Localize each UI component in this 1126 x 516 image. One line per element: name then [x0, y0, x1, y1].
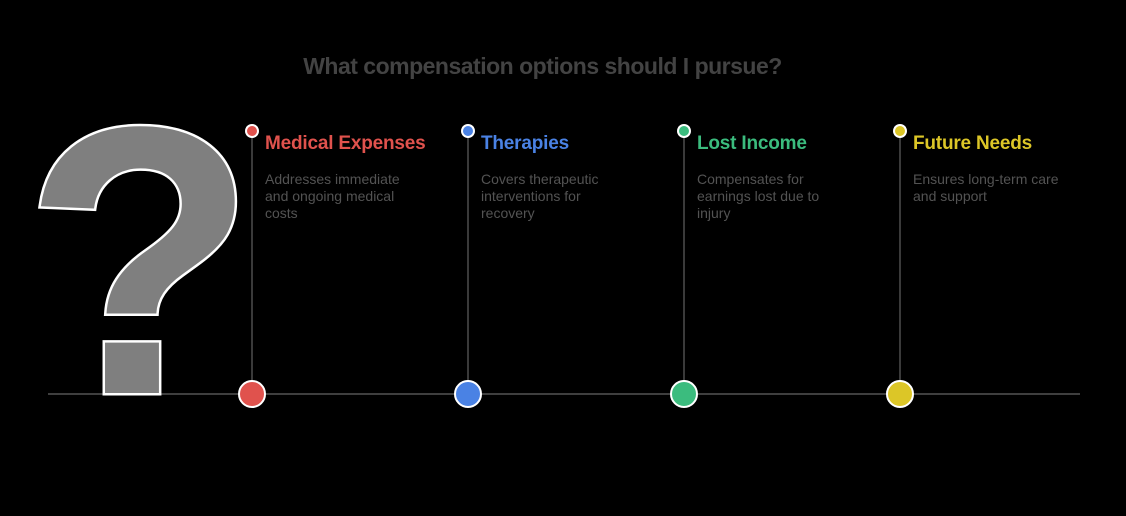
node-description: Covers therapeutic interventions for rec… [481, 171, 599, 221]
marker-dot-large [454, 380, 482, 408]
marker-dot-small [245, 124, 259, 138]
timeline-node-medical-expenses: Medical Expenses Addresses immediate and… [238, 0, 426, 516]
node-description: Compensates for earnings lost due to inj… [697, 171, 820, 221]
marker-dot-small [893, 124, 907, 138]
node-title: Future Needs [913, 133, 1033, 154]
question-mark-glyph: ? [23, 47, 256, 474]
marker-dot-large [886, 380, 914, 408]
timeline-node-therapies: Therapies Covers therapeutic interventio… [454, 0, 634, 516]
marker-dot-large [238, 380, 266, 408]
connector-line [467, 131, 469, 394]
node-description: Ensures long-term care and support [913, 171, 1059, 204]
timeline-axis-line [48, 393, 1080, 395]
node-description: Addresses immediate and ongoing medical … [265, 171, 400, 221]
node-title: Lost Income [697, 133, 807, 154]
timeline-node-lost-income: Lost Income Compensates for earnings los… [670, 0, 850, 516]
connector-line [899, 131, 901, 394]
connector-line [683, 131, 685, 394]
node-title: Therapies [481, 133, 569, 154]
marker-dot-large [670, 380, 698, 408]
node-title: Medical Expenses [265, 133, 426, 154]
diagram-title: What compensation options should I pursu… [303, 53, 782, 79]
connector-line [251, 131, 253, 394]
marker-dot-small [677, 124, 691, 138]
marker-dot-small [461, 124, 475, 138]
timeline-node-future-needs: Future Needs Ensures long-term care and … [886, 0, 1066, 516]
